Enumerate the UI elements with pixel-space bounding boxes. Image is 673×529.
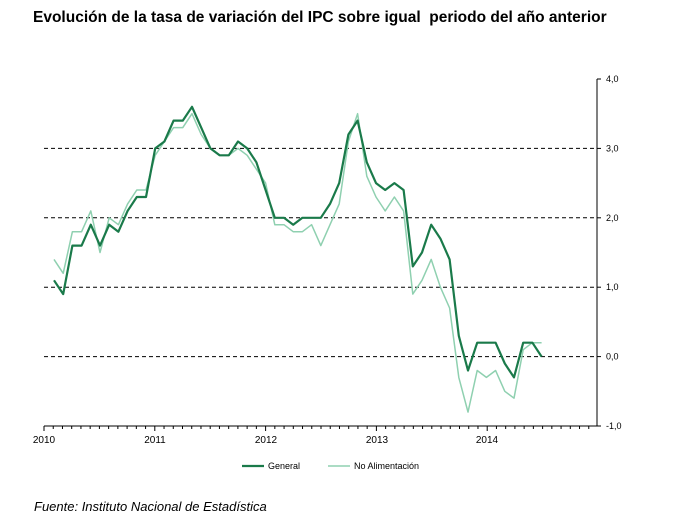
legend-label-no-alimentacion: No Alimentación [354,461,419,471]
x-tick-label: 2013 [366,435,389,446]
series-line-no-alimentacion [53,112,542,413]
y-tick-label: 2,0 [606,213,619,223]
x-axis-ticks: 2010 2011 2012 2013 2014 [33,426,590,446]
y-axis-ticks: 4,0 3,0 2,0 1,0 0,0 -1,0 [597,74,622,431]
chart-title: Evolución de la tasa de variación del IP… [33,9,607,26]
y-tick-label: 1,0 [606,282,619,292]
series-line-general [53,105,543,379]
y-tick-label: 3,0 [606,143,619,153]
x-tick-label: 2011 [144,435,166,446]
y-tick-label: 4,0 [606,74,619,84]
x-tick-label: 2010 [33,435,56,446]
source-note: Fuente: Instituto Nacional de Estadístic… [34,499,267,514]
y-tick-label: -1,0 [606,421,622,431]
legend: General No Alimentación [242,461,419,471]
x-tick-label: 2014 [476,435,499,446]
legend-label-general: General [268,461,300,471]
gridlines [44,147,597,358]
series-lines [53,105,543,413]
x-tick-label: 2012 [255,435,278,446]
y-tick-label: 0,0 [606,352,619,362]
